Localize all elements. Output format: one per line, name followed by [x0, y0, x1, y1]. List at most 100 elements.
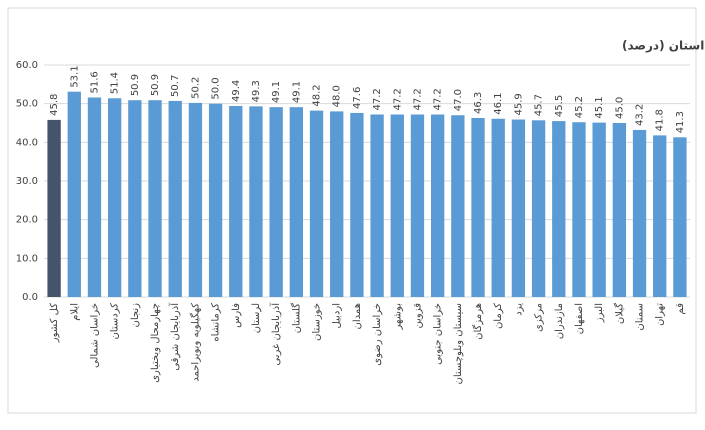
bar [168, 100, 182, 298]
x-tick-label: گلستان [290, 303, 302, 334]
bar [370, 114, 384, 297]
x-tick-label: مازندران [554, 303, 565, 339]
value-label: 45.1 [594, 96, 605, 118]
y-tick-label: 40.0 [16, 137, 38, 148]
x-tick-label: کل کشور [49, 303, 60, 343]
bar [471, 117, 485, 298]
bar [249, 106, 263, 297]
value-label: 47.2 [433, 88, 444, 110]
x-tick-label: قزوین [412, 303, 423, 329]
bar [451, 115, 465, 298]
value-label: 50.0 [211, 77, 222, 99]
x-tick-label: کرمانشاه [211, 303, 222, 342]
value-label: 48.0 [332, 85, 343, 107]
value-label: 45.7 [534, 94, 545, 116]
value-label: 51.4 [110, 72, 121, 94]
y-tick-label: 10.0 [16, 253, 38, 264]
x-tick-label: چهارمحال وبختیاری [150, 303, 161, 383]
x-tick-label: ایلام [69, 303, 80, 321]
bar [128, 100, 142, 297]
bar [188, 102, 203, 297]
bar [612, 123, 627, 297]
bar [491, 118, 505, 297]
value-label: 41.8 [655, 109, 666, 131]
x-tick-label: سیستان وبلوچستان [453, 303, 464, 385]
bar [552, 121, 566, 297]
value-label: 50.9 [150, 74, 161, 96]
bar [410, 114, 425, 297]
x-tick-label: فارس [231, 303, 242, 328]
value-label: 53.1 [69, 65, 80, 87]
value-label: 45.5 [554, 95, 565, 117]
x-tick-label: آذربایجان غربی [269, 302, 282, 366]
value-label: 46.1 [493, 92, 504, 114]
bar [309, 110, 324, 297]
x-tick-label: زنجان [130, 303, 141, 328]
bar [531, 120, 546, 297]
x-tick-label: سمنان [635, 303, 646, 331]
bar [350, 112, 364, 298]
y-tick-label: 50.0 [16, 99, 38, 110]
x-tick-label: قم [675, 303, 686, 315]
bar [430, 114, 445, 297]
value-label: 45.0 [614, 97, 625, 119]
value-label: 47.6 [352, 87, 363, 109]
bar [511, 119, 526, 298]
bar [330, 111, 344, 298]
bar [67, 91, 81, 298]
bar [229, 105, 243, 297]
x-tick-label: خراسان شمالی [89, 303, 100, 368]
value-label: 41.3 [675, 111, 686, 133]
x-tick-label: هرمزگان [472, 303, 484, 340]
x-tick-label: اردبیل [332, 303, 343, 328]
value-label: 49.4 [231, 80, 242, 102]
value-label: 49.3 [251, 80, 262, 102]
x-tick-label: آذربایجان شرقی [168, 302, 181, 371]
value-label: 50.2 [190, 77, 201, 99]
x-tick-label: کردستان [110, 303, 121, 340]
bar [289, 107, 304, 297]
y-tick-label: 30.0 [16, 176, 38, 187]
value-label: 47.2 [392, 88, 403, 110]
value-label: 49.1 [291, 81, 302, 103]
y-tick-label: 20.0 [16, 215, 38, 226]
x-tick-label: البرز [594, 303, 605, 323]
bar [673, 137, 687, 297]
value-label: 46.3 [473, 92, 484, 114]
x-tick-label: کرمان [493, 303, 504, 329]
x-tick-label: اصفهان [574, 303, 585, 334]
y-tick-label: 60.0 [16, 60, 38, 71]
value-label: 50.9 [130, 74, 141, 96]
y-tick-label: 0.0 [22, 292, 38, 303]
bar [269, 107, 283, 297]
value-label: 51.6 [89, 71, 100, 93]
bar [653, 135, 667, 297]
value-label: 43.2 [635, 104, 646, 126]
bar [148, 100, 162, 297]
x-tick-label: خراسان جنوبی [433, 303, 444, 365]
x-tick-label: همدان [352, 303, 363, 329]
x-tick-label: کهگیلویه وبویراحمد [189, 303, 201, 382]
x-tick-label: خوزستان [312, 303, 323, 341]
bar [632, 129, 647, 297]
x-tick-label: یزد [513, 303, 524, 316]
x-tick-label: خراسان رضوی [372, 303, 383, 366]
bar [47, 119, 61, 297]
value-label: 45.2 [574, 96, 585, 118]
value-label: 45.8 [49, 94, 60, 116]
value-label: 45.9 [513, 93, 524, 115]
bar [208, 103, 223, 298]
value-label: 47.2 [412, 88, 423, 110]
x-tick-label: تهران [655, 303, 666, 326]
value-label: 49.1 [271, 81, 282, 103]
value-label: 50.7 [170, 75, 181, 97]
bar [107, 98, 122, 298]
bar [592, 122, 606, 297]
x-tick-label: بوشهر [392, 303, 403, 330]
x-tick-label: گیلان [613, 303, 625, 324]
bar [572, 122, 586, 297]
bar [390, 114, 404, 297]
value-label: 47.0 [453, 89, 464, 111]
value-label: 48.2 [312, 84, 323, 106]
